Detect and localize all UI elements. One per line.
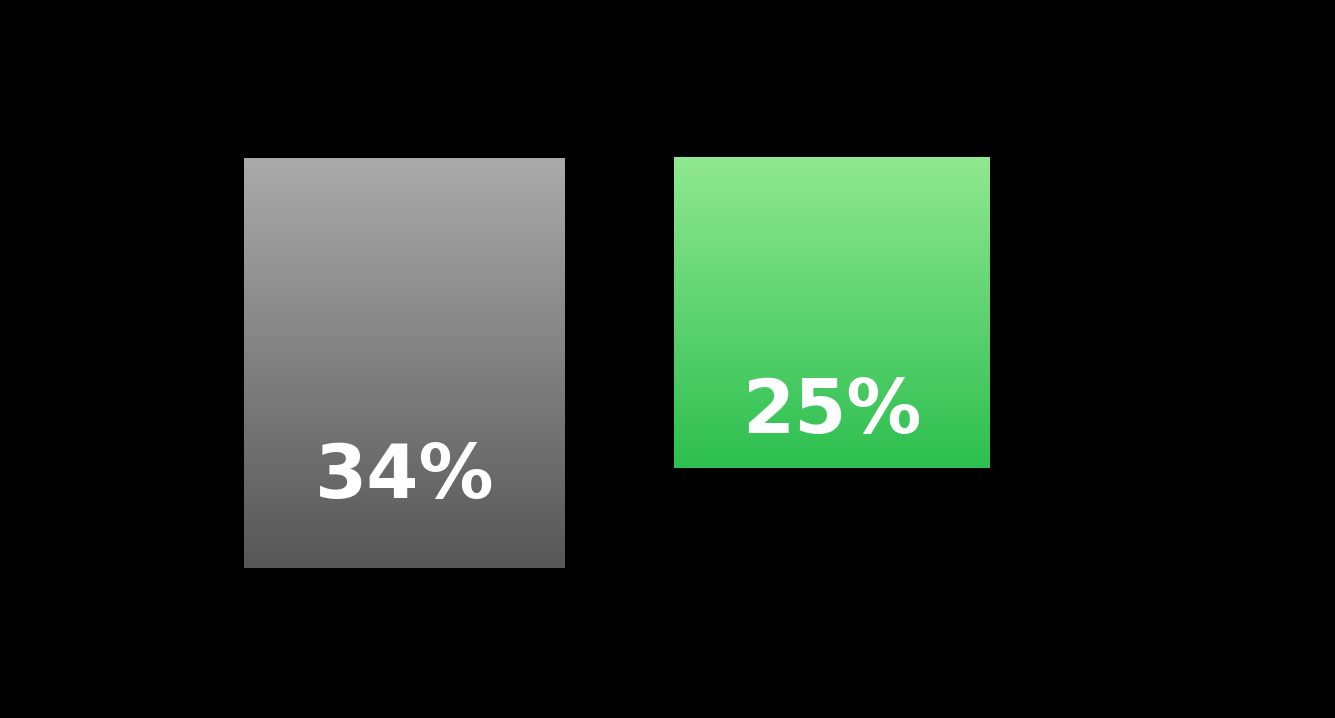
Text: 25%: 25% [742,376,921,449]
Text: 34%: 34% [315,441,494,514]
